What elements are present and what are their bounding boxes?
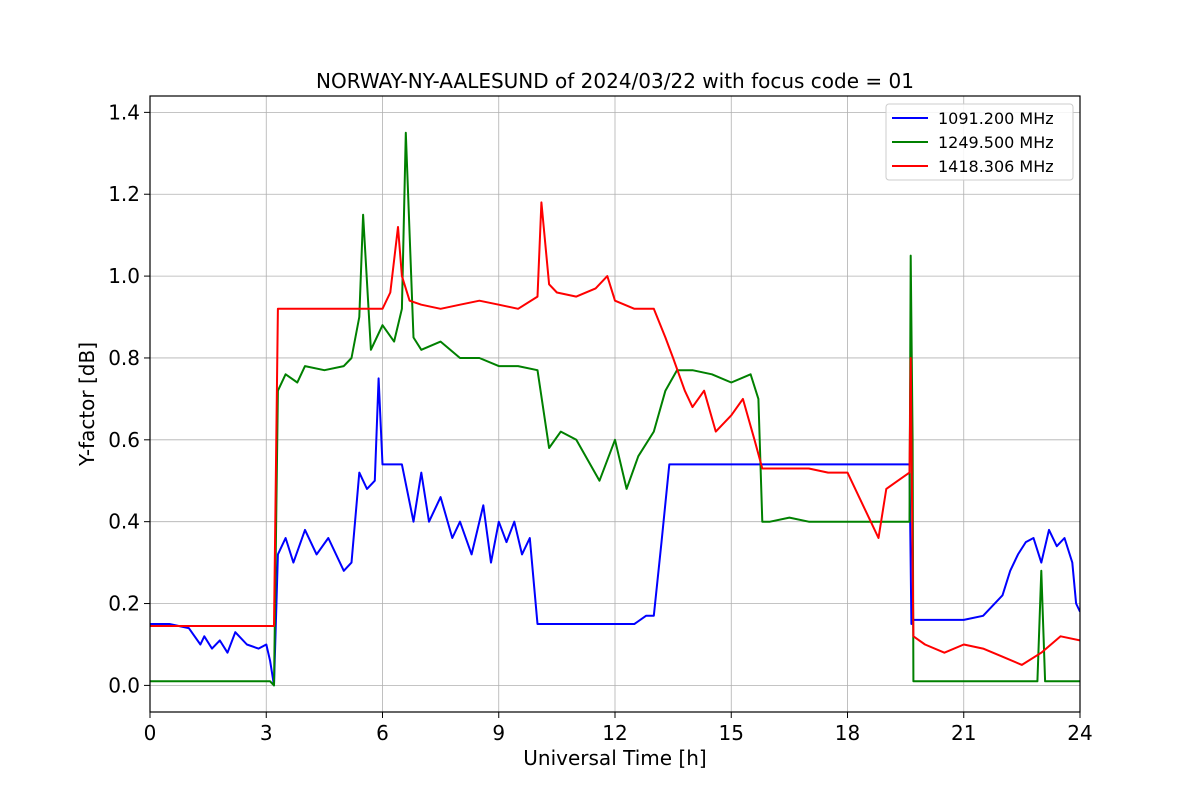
x-tick-label: 15: [719, 721, 744, 745]
y-tick-label: 0.2: [108, 592, 140, 616]
series-layer: [150, 131, 1080, 687]
x-tick-label: 9: [492, 721, 505, 745]
x-tick-label: 3: [260, 721, 273, 745]
y-tick-label: 0.6: [108, 428, 140, 452]
series-line-1: [150, 131, 1080, 687]
x-tick-label: 21: [951, 721, 976, 745]
x-tick-label: 24: [1067, 721, 1092, 745]
y-tick-label: 0.4: [108, 510, 140, 534]
x-tick-label: 18: [835, 721, 860, 745]
y-axis-ticks: 0.0 0.2 0.4 0.6 0.8 1.0 1.2 1.4: [108, 100, 150, 697]
legend: 1091.200 MHz 1249.500 MHz 1418.306 MHz: [885, 103, 1074, 181]
y-tick-label: 1.4: [108, 100, 140, 124]
x-axis-title: Universal Time [h]: [523, 746, 706, 770]
x-tick-label: 12: [602, 721, 627, 745]
y-tick-label: 0.8: [108, 346, 140, 370]
legend-label-2: 1418.306 MHz: [938, 157, 1054, 176]
y-tick-label: 1.2: [108, 182, 140, 206]
x-tick-label: 0: [144, 721, 157, 745]
chart-title: NORWAY-NY-AALESUND of 2024/03/22 with fo…: [316, 69, 914, 93]
y-axis-title: Y-factor [dB]: [75, 342, 99, 467]
y-tick-label: 0.0: [108, 673, 140, 697]
y-tick-label: 1.0: [108, 264, 140, 288]
legend-label-1: 1249.500 MHz: [938, 133, 1054, 152]
series-line-2: [150, 201, 1080, 666]
x-tick-label: 6: [376, 721, 389, 745]
legend-label-0: 1091.200 MHz: [938, 109, 1054, 128]
x-axis-ticks: 0 3 6 9 12 15 18 21 24: [144, 712, 1093, 745]
plot-area: [150, 131, 1080, 687]
legend-box: [885, 103, 1074, 181]
